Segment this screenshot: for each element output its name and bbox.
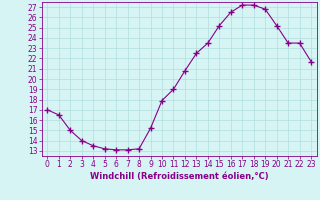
X-axis label: Windchill (Refroidissement éolien,°C): Windchill (Refroidissement éolien,°C) <box>90 172 268 181</box>
